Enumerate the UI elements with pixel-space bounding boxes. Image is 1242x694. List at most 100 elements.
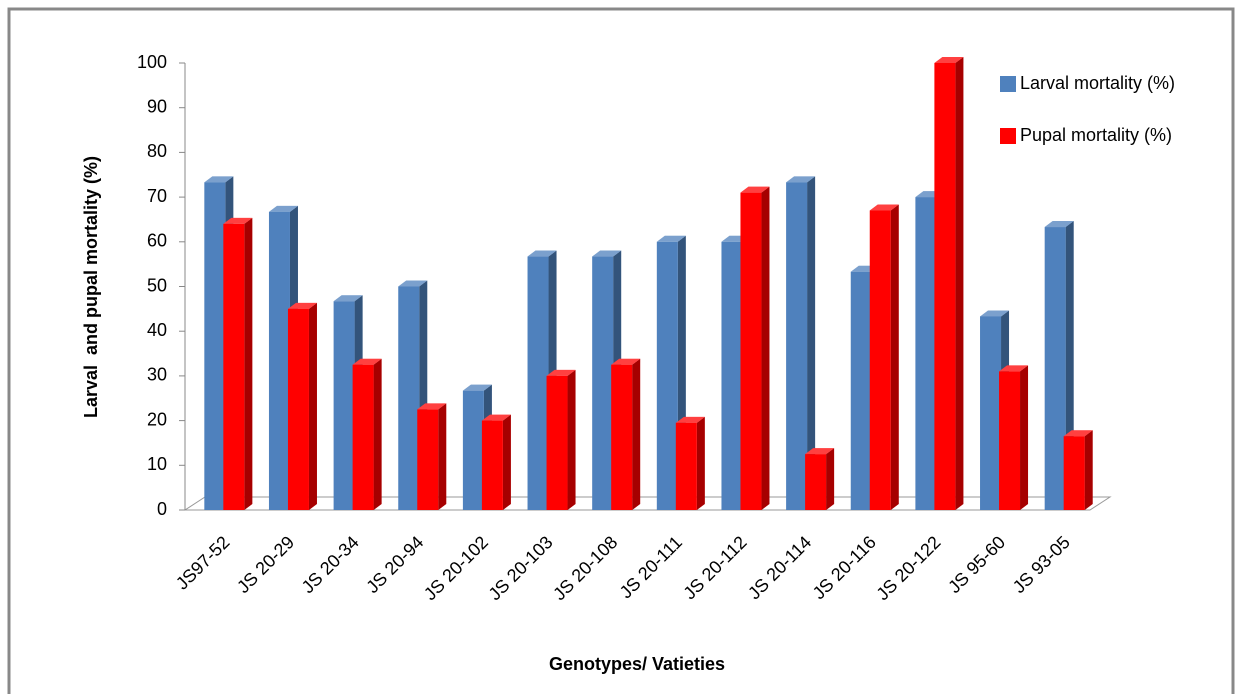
bar-top-shade <box>398 280 428 287</box>
bar <box>611 364 633 510</box>
legend-label: Larval mortality (%) <box>1020 73 1175 93</box>
bar-side <box>502 414 511 510</box>
y-tick-label: 80 <box>147 141 167 161</box>
bar <box>980 316 1002 510</box>
bar-top-shade <box>934 57 964 63</box>
y-tick-label: 60 <box>147 231 167 251</box>
bar-side <box>308 302 317 510</box>
bar-top <box>805 448 835 455</box>
bar <box>740 192 762 510</box>
bar <box>268 211 290 510</box>
bar-top-shade <box>352 358 382 365</box>
y-tick-label: 100 <box>137 52 167 72</box>
bar-top-shade <box>980 310 1010 317</box>
y-axis-label: Larval and pupal mortality (%) <box>81 156 101 418</box>
bar-side-shade <box>502 414 511 510</box>
bar-side-shade <box>438 403 447 510</box>
bar-side <box>244 217 253 511</box>
bar-top <box>223 217 253 224</box>
bar <box>934 63 956 510</box>
bar <box>675 422 697 510</box>
y-tick-label: 90 <box>147 96 167 116</box>
bar-top <box>592 250 622 257</box>
bar-top <box>999 365 1029 372</box>
bar-side <box>890 204 899 510</box>
bar-top <box>287 302 317 309</box>
bar-side-shade <box>1020 365 1029 510</box>
bar-top <box>740 186 770 193</box>
bar <box>398 286 420 510</box>
bar-top-shade <box>527 250 557 257</box>
bar <box>417 409 439 510</box>
bar-side <box>696 416 705 510</box>
bar-top <box>527 250 557 257</box>
bar-top <box>462 384 492 391</box>
bar-side <box>761 186 770 510</box>
bar-side-shade <box>308 302 317 510</box>
bar-side-shade <box>955 57 964 510</box>
bar-top <box>417 403 447 410</box>
bar-side-shade <box>890 204 899 510</box>
bar-side <box>438 403 447 510</box>
bar <box>869 210 891 510</box>
bar <box>592 256 614 510</box>
bar-top-shade <box>869 204 899 211</box>
bar-top-shade <box>675 416 705 423</box>
y-tick-label: 0 <box>157 499 167 519</box>
bar <box>721 241 743 511</box>
legend-swatch <box>1000 128 1016 144</box>
bar-top <box>1063 430 1093 437</box>
bar <box>527 256 549 510</box>
y-tick-label: 20 <box>147 409 167 429</box>
bar-top <box>934 57 964 63</box>
bar-top-shade <box>592 250 622 257</box>
bar-side-shade <box>826 448 835 510</box>
bar-top-shade <box>740 186 770 193</box>
bar-side-shade <box>761 186 770 510</box>
bar <box>462 390 484 510</box>
bar-top-shade <box>268 205 298 212</box>
bar-top-shade <box>1044 221 1074 228</box>
bar-top-shade <box>462 384 492 391</box>
bar-top <box>268 205 298 212</box>
bar <box>287 308 309 510</box>
bar-side-shade <box>632 358 641 510</box>
bar-top <box>481 414 511 421</box>
bar-top-shade <box>287 302 317 309</box>
y-tick-label: 40 <box>147 320 167 340</box>
bar-top <box>204 176 234 183</box>
bar-top <box>611 358 641 365</box>
bar-side <box>1084 430 1093 510</box>
bar <box>352 364 374 510</box>
bar-top <box>398 280 428 287</box>
bar <box>915 197 937 510</box>
bar <box>546 375 568 510</box>
bar-top-shade <box>656 235 686 242</box>
bar <box>333 301 355 510</box>
bar-top <box>352 358 382 365</box>
y-tick-label: 30 <box>147 365 167 385</box>
bar-side <box>826 448 835 510</box>
bar-side <box>1020 365 1029 510</box>
bar-top-shade <box>546 369 576 376</box>
bar <box>656 241 678 511</box>
bar-side-shade <box>244 217 253 511</box>
bar <box>999 371 1021 510</box>
bar <box>204 182 226 510</box>
bar-top <box>980 310 1010 317</box>
bar-side <box>373 358 382 510</box>
bar <box>1063 436 1085 510</box>
legend-label: Pupal mortality (%) <box>1020 125 1172 145</box>
bar-side <box>807 176 816 510</box>
legend-swatch <box>1000 76 1016 92</box>
y-tick-label: 70 <box>147 186 167 206</box>
bar-top-shade <box>805 448 835 455</box>
bar <box>850 271 872 510</box>
x-axis-label: Genotypes/ Vatieties <box>549 654 725 674</box>
bar-top-shade <box>786 176 816 183</box>
y-tick-label: 50 <box>147 275 167 295</box>
bar-top <box>1044 221 1074 228</box>
bar-side-shade <box>807 176 816 510</box>
bar-side <box>567 369 576 510</box>
